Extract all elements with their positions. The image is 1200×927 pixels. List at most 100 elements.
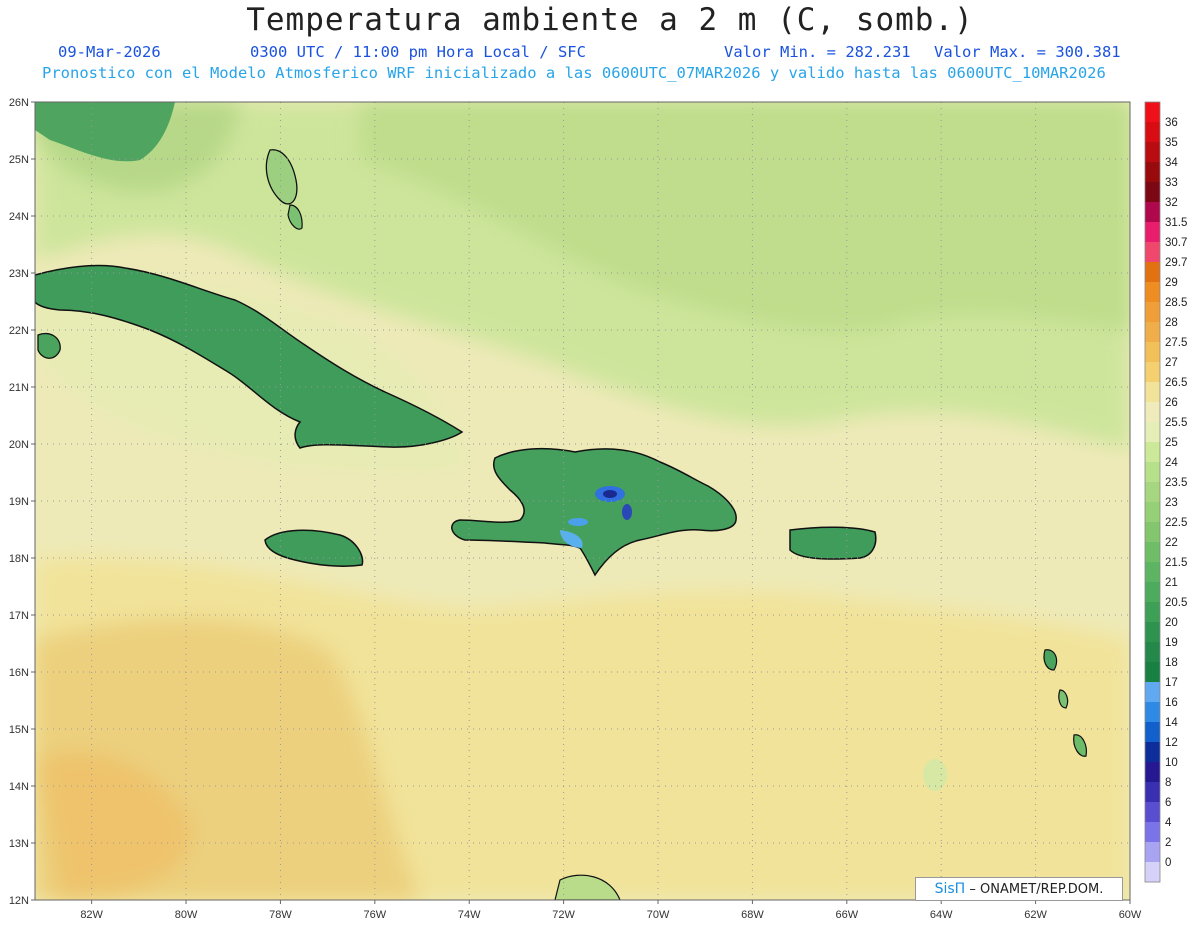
colorbar-label: 23: [1165, 497, 1178, 509]
colorbar-label: 12: [1165, 737, 1178, 749]
colorbar-label: 6: [1165, 797, 1171, 809]
cold-core-cordillera: [603, 490, 617, 498]
map-title: Temperatura ambiente a 2 m (C, somb.): [246, 2, 974, 38]
colorbar-label: 22: [1165, 537, 1178, 549]
colorbar-label: 30.7: [1165, 237, 1187, 249]
colorbar-swatch: [1145, 582, 1160, 603]
lat-tick-label: 25N: [9, 154, 29, 166]
lat-tick-label: 20N: [9, 439, 29, 451]
colorbar-swatch: [1145, 862, 1160, 883]
colorbar-frame: [1144, 101, 1161, 883]
forecast-time: 0300 UTC / 11:00 pm Hora Local / SFC: [250, 43, 586, 61]
lat-tick-label: 15N: [9, 724, 29, 736]
colorbar-label: 24: [1165, 457, 1178, 469]
colorbar-swatch: [1145, 142, 1160, 163]
colorbar-label: 14: [1165, 717, 1178, 729]
colorbar-label: 10: [1165, 757, 1178, 769]
colorbar: 363534333231.530.729.72928.52827.52726.5…: [1144, 101, 1187, 883]
colorbar-label: 8: [1165, 777, 1171, 789]
colorbar-swatch: [1145, 602, 1160, 623]
colorbar-label: 33: [1165, 177, 1178, 189]
lon-tick-label: 62W: [1024, 909, 1047, 921]
colorbar-swatch: [1145, 842, 1160, 863]
colorbar-label: 32: [1165, 197, 1178, 209]
lon-tick-label: 78W: [269, 909, 292, 921]
land-hispaniola: [451, 447, 737, 577]
land-andros: [265, 149, 298, 205]
land-isla-juventud: [37, 332, 61, 359]
colorbar-swatch: [1145, 382, 1160, 403]
land-puerto-rico: [789, 526, 877, 560]
colorbar-label: 36: [1165, 117, 1178, 129]
colorbar-label: 4: [1165, 817, 1172, 829]
lat-tick-label: 18N: [9, 553, 29, 565]
colorbar-swatch: [1145, 282, 1160, 303]
colorbar-swatch: [1145, 462, 1160, 483]
lon-tick-label: 68W: [741, 909, 764, 921]
colorbar-label: 29: [1165, 277, 1178, 289]
colorbar-swatch: [1145, 262, 1160, 283]
lat-tick-label: 16N: [9, 667, 29, 679]
colorbar-swatch: [1145, 182, 1160, 203]
colorbar-swatch: [1145, 122, 1160, 143]
colorbar-label: 22.5: [1165, 517, 1187, 529]
colorbar-swatch: [1145, 502, 1160, 523]
land-andros-south: [287, 204, 303, 230]
credit-box: SisΠ – ONAMET/REP.DOM.: [915, 877, 1123, 901]
colorbar-swatch: [1145, 542, 1160, 563]
colorbar-label: 21: [1165, 577, 1178, 589]
colorbar-label: 28.5: [1165, 297, 1187, 309]
colorbar-swatch: [1145, 322, 1160, 343]
lon-tick-label: 70W: [647, 909, 670, 921]
cool-spot-ocean: [923, 759, 947, 791]
cold-spot-east: [622, 504, 632, 520]
colorbar-swatch: [1145, 482, 1160, 503]
colorbar-label: 31.5: [1165, 217, 1187, 229]
colorbar-swatch: [1145, 822, 1160, 843]
lon-tick-label: 60W: [1119, 909, 1142, 921]
colorbar-swatch: [1145, 562, 1160, 583]
colorbar-label: 20: [1165, 617, 1178, 629]
colorbar-label: 21.5: [1165, 557, 1187, 569]
max-value: Valor Max. = 300.381: [934, 43, 1121, 61]
colorbar-swatch: [1145, 342, 1160, 363]
colorbar-swatch: [1145, 522, 1160, 543]
hottest-zone: [40, 752, 192, 895]
colorbar-label: 23.5: [1165, 477, 1187, 489]
colorbar-swatch: [1145, 702, 1160, 723]
cold-spot-south: [568, 518, 588, 526]
lon-tick-label: 66W: [835, 909, 858, 921]
colorbar-label: 35: [1165, 137, 1178, 149]
lon-tick-label: 82W: [80, 909, 103, 921]
min-value: Valor Min. = 282.231: [724, 43, 911, 61]
colorbar-swatch: [1145, 642, 1160, 663]
lon-tick-label: 74W: [458, 909, 481, 921]
axis-labels: 82W 80W 78W 76W 74W 72W 70W 68W 66W 64W 62W 60W 12N 1…: [9, 97, 1142, 921]
lat-tick-label: 12N: [9, 895, 29, 907]
land-cuba: [35, 264, 464, 449]
lat-tick-label: 23N: [9, 268, 29, 280]
colorbar-swatch: [1145, 362, 1160, 383]
colorbar-swatch: [1145, 422, 1160, 443]
colorbar-label: 0: [1165, 857, 1171, 869]
colorbar-label: 16: [1165, 697, 1178, 709]
colorbar-swatch: [1145, 242, 1160, 263]
colorbar-swatch: [1145, 302, 1160, 323]
colorbar-label: 34: [1165, 157, 1178, 169]
lon-tick-label: 64W: [930, 909, 953, 921]
forecast-date: 09-Mar-2026: [58, 43, 161, 61]
land-florida: [35, 102, 175, 162]
colorbar-label: 2: [1165, 837, 1171, 849]
cold-spot-lake: [560, 530, 583, 548]
land-guadeloupe: [1043, 649, 1058, 671]
lat-tick-label: 13N: [9, 838, 29, 850]
colorbar-label: 25: [1165, 437, 1178, 449]
colorbar-swatch: [1145, 162, 1160, 183]
lat-tick-label: 19N: [9, 496, 29, 508]
colorbar-label: 29.7: [1165, 257, 1187, 269]
lat-tick-label: 21N: [9, 382, 29, 394]
colorbar-label: 28: [1165, 317, 1178, 329]
colorbar-label: 17: [1165, 677, 1178, 689]
land-jamaica: [264, 529, 364, 567]
colorbar-swatch: [1145, 682, 1160, 703]
